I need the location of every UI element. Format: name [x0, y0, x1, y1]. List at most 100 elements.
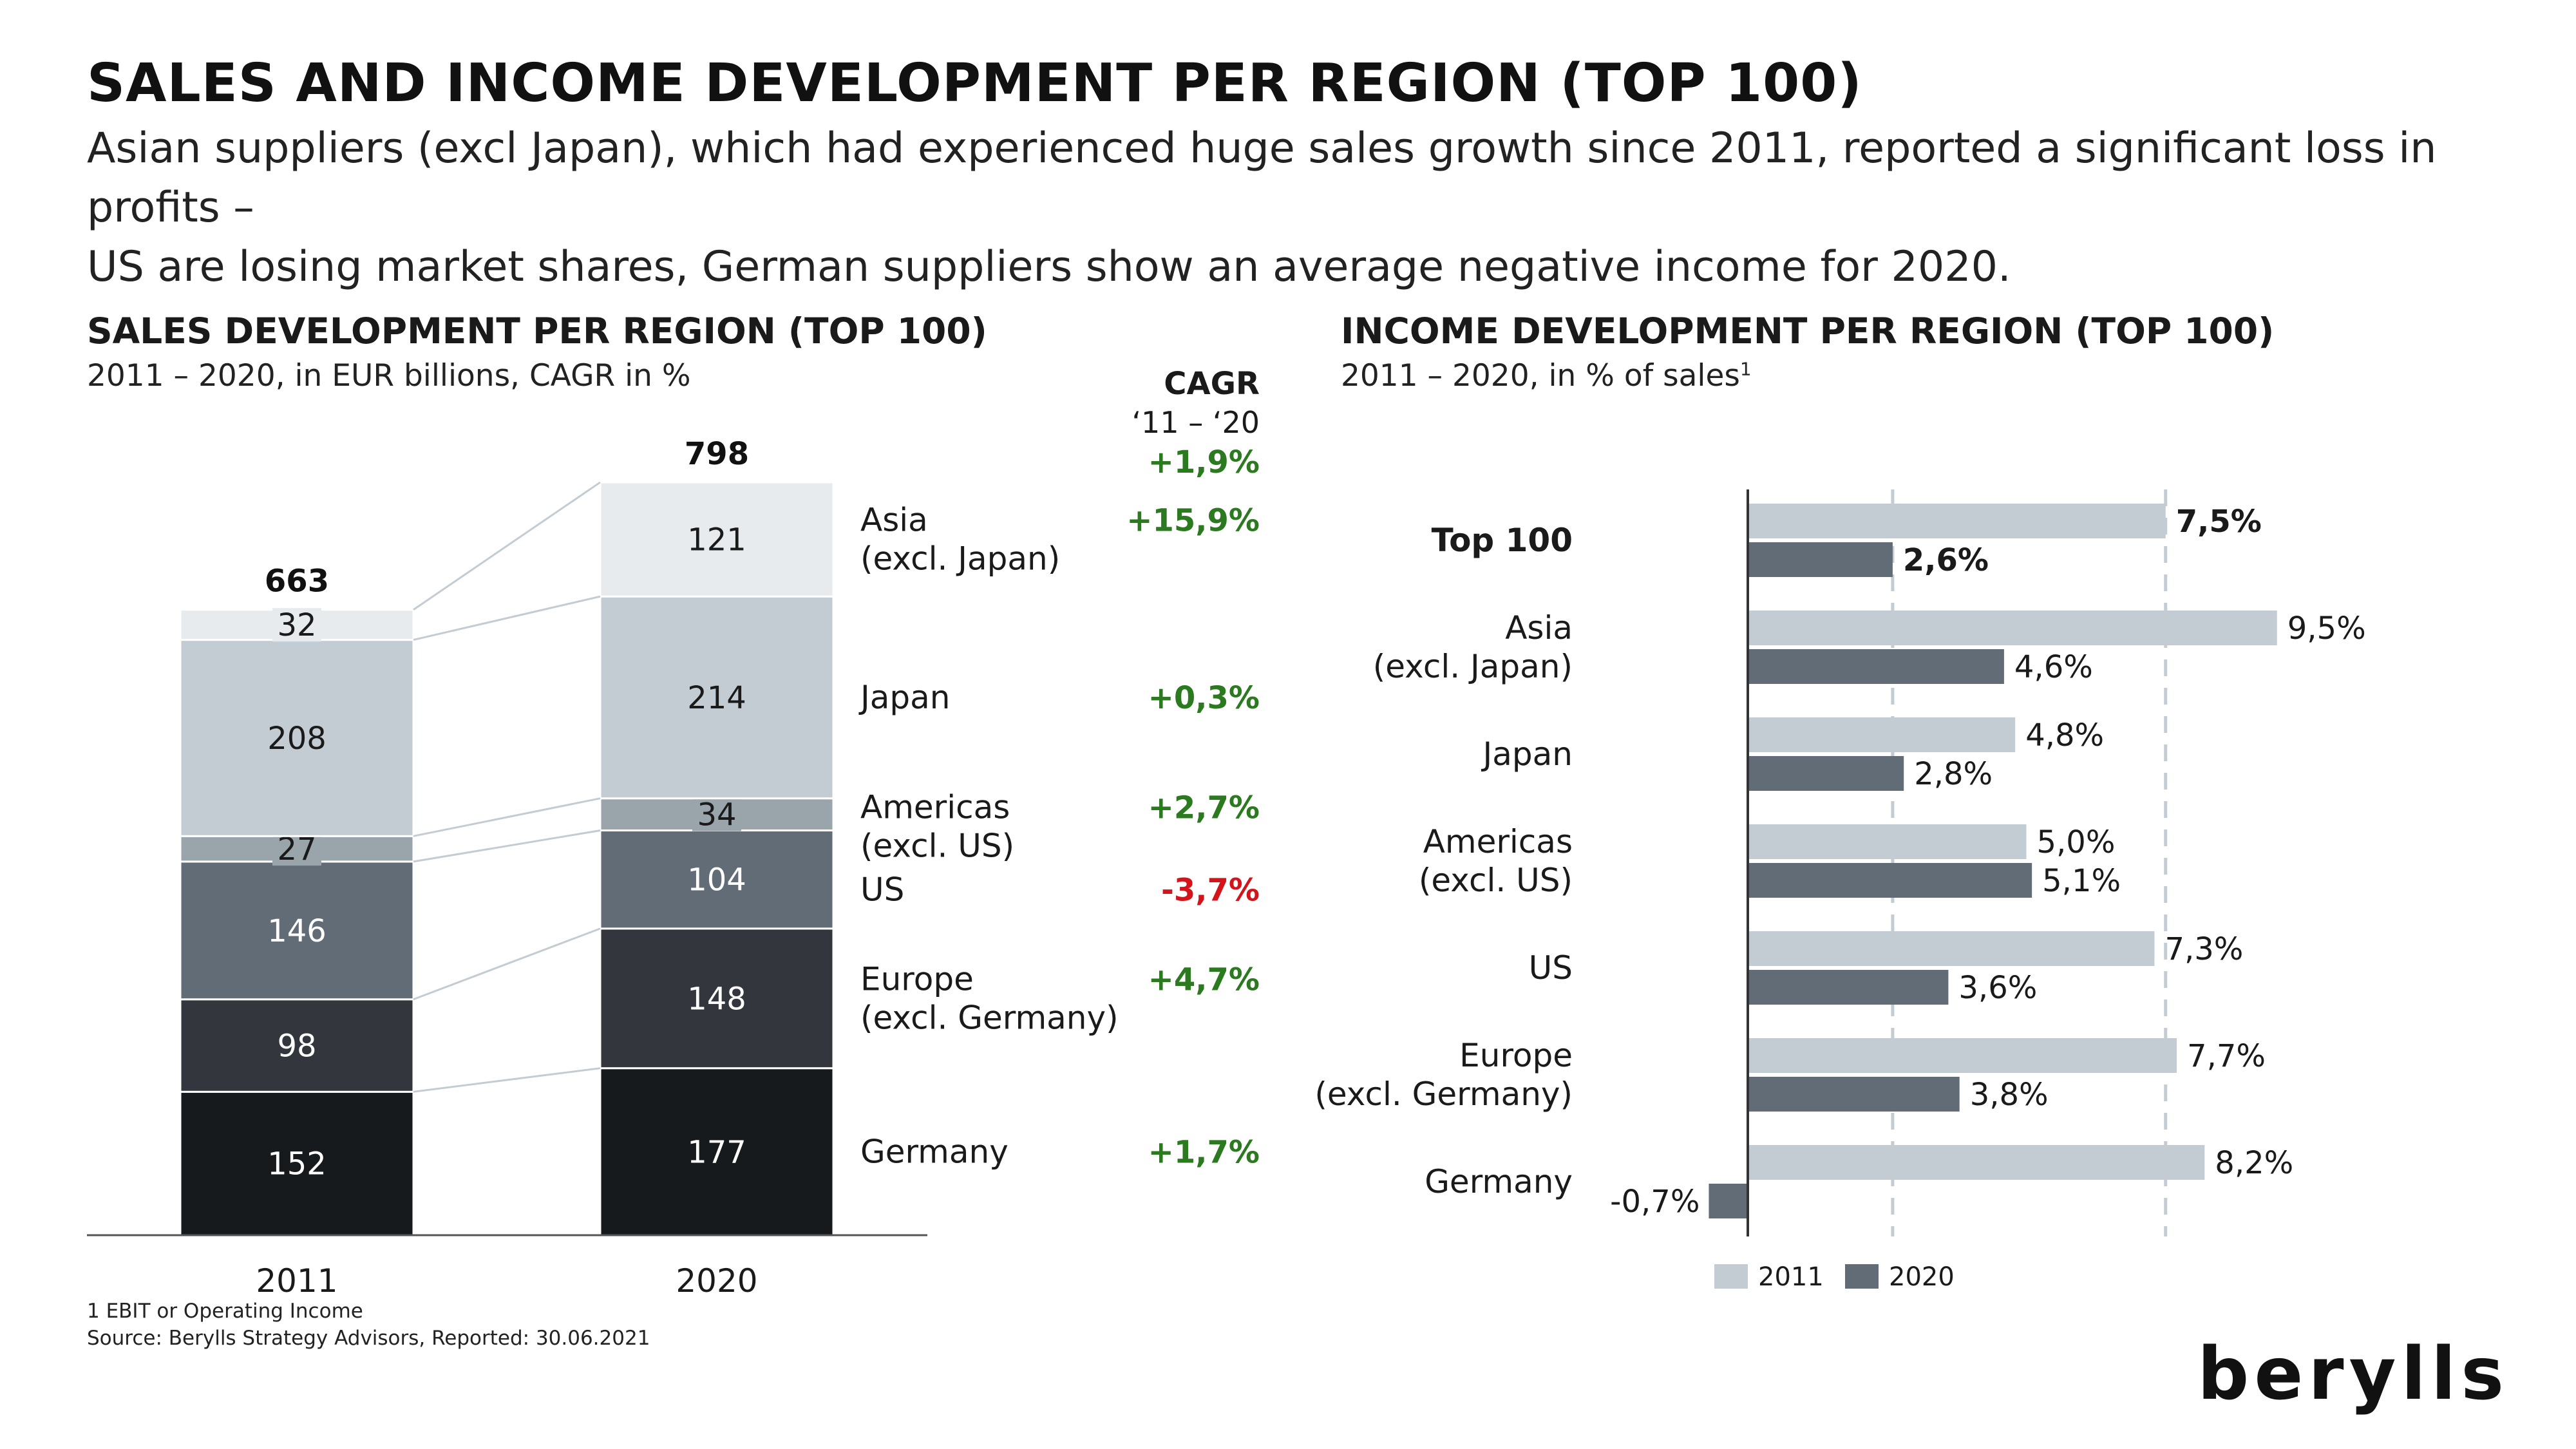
bar-segment [179, 639, 415, 837]
bar-segment [179, 1090, 415, 1236]
income-subtitle-footnote-marker: 1 [1739, 358, 1752, 380]
income-subtitle-text: 2011 – 2020, in % of sales [1341, 358, 1740, 393]
connector-line [413, 829, 601, 863]
bar-2011 [1748, 504, 2166, 538]
region-label: Europe (excl. Germany) [860, 960, 1119, 1036]
value-label: 208 [267, 721, 327, 757]
bar-2011 [1748, 1145, 2205, 1180]
cagr-value: +0,3% [1148, 680, 1260, 716]
connector-line [413, 1067, 601, 1093]
category-label: US [1529, 949, 1573, 987]
bar-2011 [1748, 1038, 2177, 1073]
x-tick-label: 2011 [256, 1262, 337, 1300]
page-subtitle: Asian suppliers (excl Japan), which had … [87, 119, 2534, 297]
region-label: Japan [858, 679, 950, 716]
value-label: 4,6% [2014, 649, 2093, 685]
connector-line [413, 927, 601, 1001]
cagr-value: +2,7% [1148, 790, 1260, 826]
sales-panel-subtitle: 2011 – 2020, in EUR billions, CAGR in % [87, 358, 691, 393]
bar-segment [599, 595, 835, 800]
bar-2011 [1748, 931, 2155, 966]
value-label: 2,8% [1914, 756, 1993, 792]
value-label: 2,6% [1903, 542, 1989, 578]
legend-label-2011: 2011 [1758, 1262, 1824, 1292]
region-label: Americas (excl. US) [860, 789, 1014, 865]
bar-2020 [1748, 756, 1904, 791]
value-label: 8,2% [2215, 1145, 2293, 1181]
bar-2020 [1748, 970, 1949, 1005]
value-label: 5,1% [2042, 863, 2121, 899]
value-label-box [272, 832, 321, 866]
category-label: Americas (excl. US) [1419, 823, 1573, 899]
bar-segment [599, 1067, 835, 1236]
value-label-box [692, 797, 741, 831]
connector-line [413, 797, 601, 837]
value-label: 7,7% [2187, 1038, 2266, 1074]
total-label: 663 [265, 564, 329, 600]
bar-segment [599, 481, 835, 598]
region-label: Germany [860, 1133, 1009, 1170]
bar-2011 [1748, 717, 2016, 752]
income-panel-subtitle: 2011 – 2020, in % of sales1 [1341, 358, 1752, 393]
bar-2011 [1748, 611, 2277, 645]
value-label: 214 [687, 680, 746, 716]
bar-2020 [1748, 649, 2004, 684]
legend-label-2020: 2020 [1889, 1262, 1955, 1292]
legend-swatch-2020 [1845, 1264, 1879, 1289]
footnote-ebit: 1 EBIT or Operating Income [87, 1300, 363, 1323]
cagr-period: ‘11 – ‘20 [1132, 405, 1260, 440]
bar-segment [599, 829, 835, 930]
bar-2020 [1748, 1077, 1960, 1112]
subtitle-line-1: Asian suppliers (excl Japan), which had … [87, 124, 2437, 232]
value-label: 3,6% [1958, 970, 2037, 1006]
category-label: Japan [1481, 735, 1573, 773]
region-label: US [860, 871, 904, 909]
cagr-value: +15,9% [1126, 503, 1260, 539]
logo-text: berylls [2197, 1332, 2509, 1416]
value-label: 27 [277, 831, 316, 867]
bar-2020 [1748, 542, 1893, 577]
footnote-source: Source: Berylls Strategy Advisors, Repor… [87, 1327, 650, 1350]
page-title: SALES AND INCOME DEVELOPMENT PER REGION … [87, 53, 1862, 114]
bar-segment [179, 998, 415, 1093]
value-label: -0,7% [1610, 1184, 1700, 1220]
subtitle-line-2: US are losing market shares, German supp… [87, 243, 2011, 291]
category-label: Top 100 [1432, 522, 1573, 559]
bar-2020 [1748, 863, 2032, 898]
value-label: 177 [687, 1134, 746, 1170]
value-label: 32 [277, 607, 316, 643]
value-label-box [272, 608, 321, 642]
value-label: 4,8% [2025, 717, 2104, 753]
category-label: Europe (excl. Germany) [1314, 1037, 1573, 1113]
value-label: 121 [687, 522, 746, 558]
connector-line [413, 481, 601, 611]
bar-segment [599, 927, 835, 1070]
value-label: 146 [267, 913, 327, 949]
legend-swatch-2011 [1714, 1264, 1748, 1289]
value-label: 104 [687, 862, 746, 898]
category-label: Asia (excl. Japan) [1373, 609, 1573, 685]
cagr-total: +1,9% [1148, 444, 1260, 480]
bar-segment [179, 860, 415, 1001]
value-label: 98 [277, 1028, 316, 1065]
x-tick-label: 2020 [676, 1262, 757, 1300]
value-label: 152 [267, 1146, 327, 1182]
connector-line [413, 595, 601, 641]
value-label: 7,3% [2164, 931, 2243, 967]
sales-panel-title: SALES DEVELOPMENT PER REGION (TOP 100) [87, 310, 987, 352]
value-label: 7,5% [2176, 504, 2262, 540]
category-label: Germany [1425, 1163, 1573, 1200]
cagr-header: CAGR [1164, 366, 1260, 402]
bar-2020 [1709, 1184, 1748, 1218]
cagr-value: +4,7% [1148, 961, 1260, 998]
value-label: 9,5% [2287, 611, 2366, 647]
region-label: Asia (excl. Japan) [860, 502, 1060, 578]
cagr-value: -3,7% [1161, 873, 1260, 909]
income-panel-title: INCOME DEVELOPMENT PER REGION (TOP 100) [1341, 310, 2275, 352]
value-label: 3,8% [1970, 1077, 2049, 1113]
bar-2011 [1748, 824, 2027, 859]
value-label: 5,0% [2037, 824, 2116, 860]
